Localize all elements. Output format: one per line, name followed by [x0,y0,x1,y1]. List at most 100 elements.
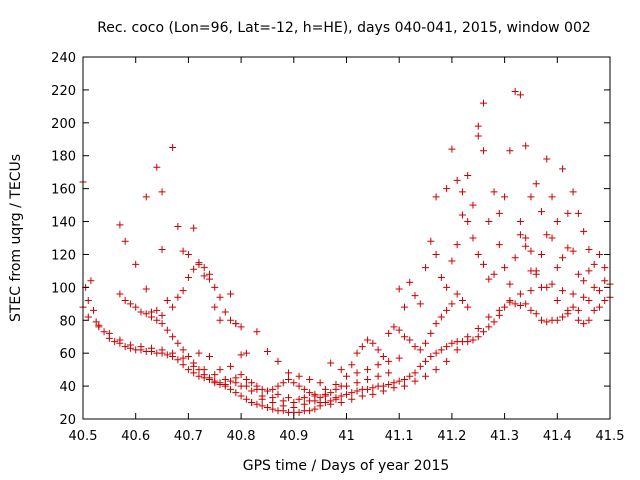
data-point [142,285,150,293]
data-point [416,362,424,370]
data-point [443,357,451,365]
data-point [448,300,456,308]
data-point [516,218,524,226]
data-point [179,287,187,295]
data-point [527,193,535,201]
data-point [385,329,393,337]
data-point [274,390,282,398]
data-point [395,377,403,385]
data-point [300,394,308,402]
data-point [306,389,314,397]
data-point [216,293,224,301]
data-point [427,329,435,337]
data-point [522,142,530,150]
data-point [432,193,440,201]
data-point [142,310,150,318]
data-point [163,326,171,334]
x-tick-label: 41.3 [490,429,519,444]
data-point [195,260,203,268]
data-point [422,357,430,365]
data-point [474,325,482,332]
data-point [285,376,293,384]
data-point [443,343,451,351]
data-point [121,343,129,351]
data-point [205,352,213,360]
data-point [559,165,567,173]
data-point [337,399,345,407]
data-point [116,221,124,229]
data-point [290,399,298,407]
x-tick-label: 41 [338,429,355,444]
data-point [443,306,451,314]
data-point [327,389,335,397]
data-point [406,372,414,380]
data-point [490,318,498,326]
data-point [237,382,245,390]
data-point [132,260,140,268]
data-point [227,377,235,385]
data-point [327,400,335,408]
data-point [253,400,261,408]
data-point [232,320,240,328]
data-point [343,382,350,390]
data-point [184,273,192,281]
y-tick-label: 220 [51,84,76,99]
data-point [84,313,92,321]
data-point [348,389,356,397]
y-tick-label: 80 [59,314,76,329]
data-point [158,188,166,196]
data-point [411,369,419,377]
data-point [121,237,129,245]
data-point [306,407,314,415]
data-point [580,293,588,301]
data-point [348,361,356,369]
data-point [574,209,582,217]
data-point [532,310,540,318]
data-point [601,264,609,272]
data-point [553,297,561,305]
data-point [395,354,403,362]
ticks-layer: 40.5 40.6 40.7 40.8 40.9 41 41.1 41.2 41.3 41.4 41… [51,51,624,444]
data-point [474,333,482,341]
data-point [469,336,477,344]
data-point [274,357,282,365]
data-point [137,308,145,316]
data-point [390,323,398,331]
data-point [237,351,245,359]
data-point [237,371,245,379]
data-point [211,283,219,291]
data-point [406,278,414,286]
data-point [163,297,171,305]
y-tick-label: 100 [51,281,76,296]
data-point [227,316,235,324]
data-point [316,394,324,402]
data-point [269,405,277,413]
data-point [432,366,440,374]
data-point [569,290,577,298]
data-point [232,374,240,382]
data-point [369,390,377,398]
data-point [390,384,398,392]
data-point [90,306,98,314]
data-point [285,369,293,377]
y-tick-label: 120 [51,248,76,263]
x-tick-label: 40.9 [279,429,308,444]
data-point [385,369,393,377]
data-point [379,352,387,360]
data-point [574,306,582,314]
data-point [511,254,519,262]
x-tick-label: 40.7 [174,429,203,444]
y-tick-label: 60 [59,347,76,362]
data-point [263,387,271,395]
data-point [327,359,335,367]
data-point [443,185,451,193]
data-point [559,313,567,321]
data-point [422,264,430,272]
data-point [590,306,598,314]
data-point [190,265,198,273]
data-point [121,297,129,305]
data-point [174,222,182,230]
data-point [395,285,403,293]
data-point [343,390,350,398]
data-point [385,380,393,388]
